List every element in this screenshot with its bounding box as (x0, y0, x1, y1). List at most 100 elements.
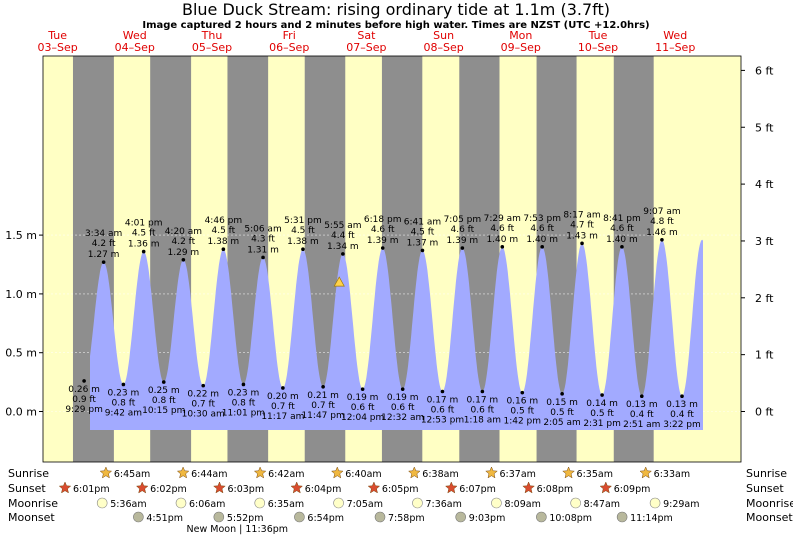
high-tide-point (221, 247, 226, 252)
moonset-time: 9:03pm (469, 513, 506, 524)
low-tide-feet: 0.5 ft (590, 409, 614, 419)
sunset-icon (135, 481, 149, 494)
moonrise-time: 7:05am (347, 499, 383, 510)
low-tide-feet: 0.6 ft (471, 406, 495, 416)
low-tide-time: 1:42 pm (503, 417, 541, 427)
moonset-time: 10:08pm (549, 513, 592, 524)
high-tide-time: 8:41 pm (603, 214, 641, 224)
sunset-icon (599, 481, 613, 494)
low-tide-point (639, 394, 644, 399)
astro-row-label-left: Sunrise (8, 467, 49, 480)
high-tide-feet: 4.3 ft (251, 234, 275, 244)
right-tick-label: 5 ft (755, 121, 774, 134)
low-tide-point (520, 390, 525, 395)
high-tide-time: 3:34 am (85, 229, 122, 239)
moonrise-icon (412, 497, 423, 509)
high-tide-metres: 1.38 m (208, 237, 240, 247)
moonset-icon (616, 511, 628, 523)
low-tide-feet: 0.8 ft (112, 398, 136, 408)
low-tide-feet: 0.5 ft (550, 408, 574, 418)
low-tide-feet: 0.6 ft (391, 403, 415, 413)
low-tide-time: 10:15 pm (142, 406, 185, 416)
right-tick-label: 2 ft (755, 292, 774, 305)
left-tick-label: 1.5 m (5, 229, 37, 242)
sunset-time: 6:07pm (459, 484, 496, 495)
moonrise-icon (649, 497, 661, 509)
low-tide-metres: 0.25 m (148, 386, 180, 396)
low-tide-time: 9:29 pm (65, 405, 103, 415)
high-tide-time: 5:55 am (324, 221, 361, 231)
astro-table: Sunrise Sunrise Sunset Sunset Moonrise Moonri… (8, 466, 793, 535)
low-tide-feet: 0.4 ft (630, 410, 654, 420)
left-tick-label: 0.0 m (5, 406, 37, 419)
day-date: 05–Sep (192, 41, 232, 54)
astro-row-label-left: Sunset (8, 482, 46, 495)
high-tide-feet: 4.6 ft (490, 224, 514, 234)
moonrise-icon (96, 497, 108, 509)
high-tide-metres: 1.40 m (526, 235, 558, 245)
low-tide-point (440, 389, 445, 394)
day-name: Wed (663, 29, 687, 42)
low-tide-time: 2:05 am (543, 418, 580, 428)
low-tide-metres: 0.15 m (546, 398, 578, 408)
high-tide-metres: 1.29 m (168, 248, 200, 258)
high-tide-metres: 1.43 m (566, 231, 598, 241)
high-tide-feet: 4.7 ft (570, 220, 594, 230)
low-tide-time: 3:22 pm (663, 420, 701, 430)
moonrise-icon (333, 497, 344, 509)
low-tide-time: 11:17 am (261, 412, 304, 422)
low-tide-metres: 0.14 m (586, 399, 618, 409)
high-tide-feet: 4.4 ft (331, 231, 355, 241)
low-tide-feet: 0.7 ft (191, 400, 215, 410)
high-tide-feet: 4.5 ft (212, 226, 236, 236)
low-tide-time: 11:47 pm (301, 411, 344, 421)
high-tide-metres: 1.36 m (128, 240, 160, 250)
astro-row-label-left: Moonrise (8, 497, 58, 510)
high-tide-feet: 4.5 ft (411, 227, 435, 237)
high-tide-metres: 1.37 m (407, 238, 439, 248)
moonrise-time: 7:36am (425, 499, 461, 510)
high-tide-point (580, 241, 584, 246)
high-tide-point (101, 260, 106, 264)
right-tick-label: 3 ft (755, 235, 774, 248)
low-tide-point (161, 380, 166, 384)
sunrise-time: 6:42am (268, 469, 304, 480)
high-tide-feet: 4.6 ft (530, 224, 554, 234)
day-date: 10–Sep (578, 41, 618, 54)
low-tide-time: 12:04 pm (341, 413, 384, 423)
high-tide-metres: 1.40 m (486, 235, 518, 245)
high-tide-metres: 1.31 m (247, 245, 279, 255)
sunset-time: 6:08pm (537, 484, 574, 495)
day-name: Sun (433, 29, 454, 42)
tide-curve (90, 239, 703, 430)
moonrise-time: 8:47am (584, 499, 620, 510)
low-tide-point (560, 392, 564, 396)
low-tide-feet: 0.8 ft (152, 396, 176, 406)
sunset-time: 6:03pm (227, 484, 264, 495)
high-tide-time: 6:18 pm (364, 215, 402, 225)
high-tide-time: 7:05 pm (444, 215, 482, 225)
high-tide-time: 6:41 am (404, 217, 441, 227)
high-tide-feet: 4.2 ft (172, 237, 196, 247)
low-tide-point (241, 382, 246, 387)
high-tide-point (261, 255, 265, 260)
low-tide-metres: 0.13 m (666, 400, 698, 410)
day-name: Sat (357, 29, 376, 42)
high-tide-time: 9:07 am (643, 207, 680, 217)
high-tide-feet: 4.6 ft (371, 225, 395, 235)
moonrise-time: 8:09am (504, 499, 540, 510)
axes: 0.0 m 0.5 m 1.0 m 1.5 m 0 ft 1 ft 2 ft 3 ft 4 ft… (5, 55, 774, 463)
sunrise-time: 6:37am (500, 469, 536, 480)
sunset-icon (444, 481, 458, 494)
sunset-icon (290, 481, 304, 494)
day-name: Tue (47, 29, 67, 42)
high-tide-point (341, 252, 345, 256)
moonset-time: 5:52pm (227, 513, 264, 524)
day-date: 04–Sep (115, 41, 155, 54)
low-tide-metres: 0.23 m (108, 388, 140, 398)
sunset-icon (58, 481, 72, 494)
high-tide-feet: 4.5 ft (132, 229, 156, 239)
day-date: 07–Sep (346, 41, 386, 54)
low-tide-metres: 0.16 m (506, 397, 538, 407)
moonset-time: 4:51pm (146, 513, 183, 524)
